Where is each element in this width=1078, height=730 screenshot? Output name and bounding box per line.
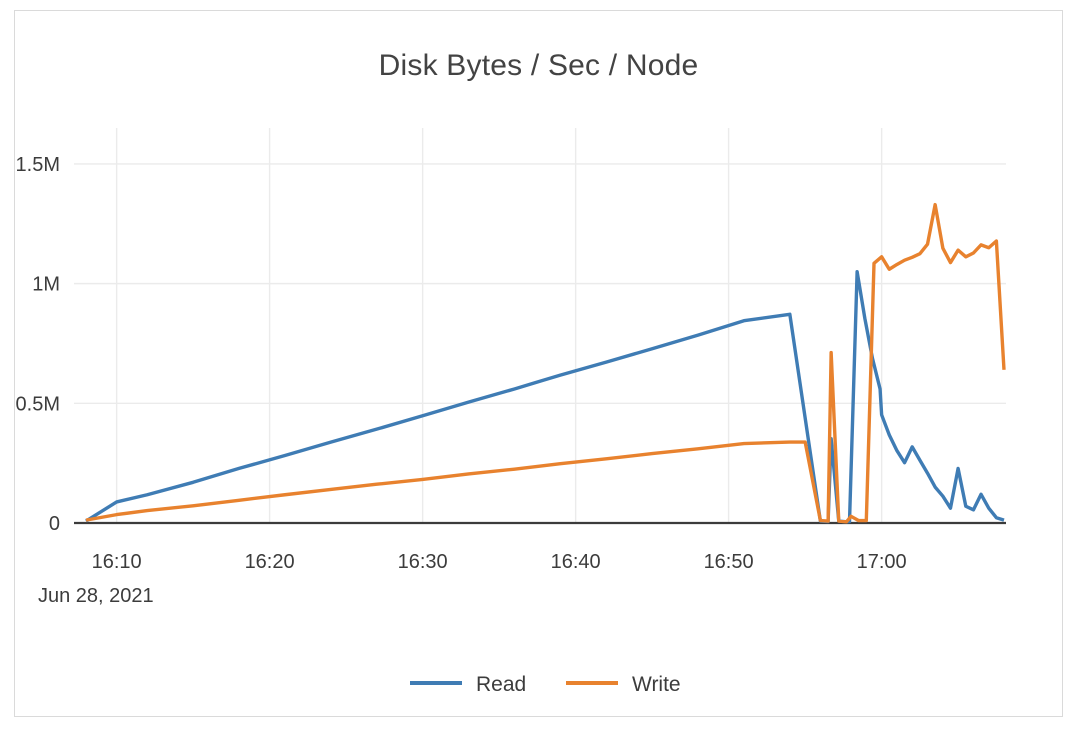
y-axis-tick-label: 0.5M xyxy=(16,393,60,415)
legend-label-read: Read xyxy=(476,673,526,696)
disk-bytes-line-chart: 0 0.5M 1M 1.5M 16:10 16:20 16:30 16:40 16:50 17:… xyxy=(16,128,1006,696)
x-axis-tick-label: 16:20 xyxy=(245,551,295,573)
series-line-write xyxy=(85,202,1006,524)
legend-label-write: Write xyxy=(632,673,681,696)
x-axis-tick-label: 17:00 xyxy=(857,551,907,573)
chart-legend: Read Write xyxy=(410,673,681,696)
y-axis-tick-labels: 0 0.5M 1M 1.5M xyxy=(16,154,60,535)
x-axis-tick-label: 16:30 xyxy=(398,551,448,573)
x-axis-tick-labels: 16:10 16:20 16:30 16:40 16:50 17:00 xyxy=(92,551,907,573)
series-lines xyxy=(85,202,1006,524)
x-axis-tick-label: 16:10 xyxy=(92,551,142,573)
chart-title: Disk Bytes / Sec / Node xyxy=(378,49,699,82)
y-axis-tick-label: 1M xyxy=(32,274,60,296)
chart-card: Disk Bytes / Sec / Node xyxy=(14,10,1063,717)
x-axis-tick-label: 16:50 xyxy=(704,551,754,573)
x-axis-tick-label: 16:40 xyxy=(551,551,601,573)
x-axis-date-label-text: Jun 28, 2021 xyxy=(38,585,154,607)
y-axis-tick-label: 0 xyxy=(49,513,60,535)
x-axis-date-label: Jun 28, 2021 xyxy=(38,585,154,607)
gridlines xyxy=(74,128,1006,523)
y-axis-tick-label: 1.5M xyxy=(16,154,60,176)
